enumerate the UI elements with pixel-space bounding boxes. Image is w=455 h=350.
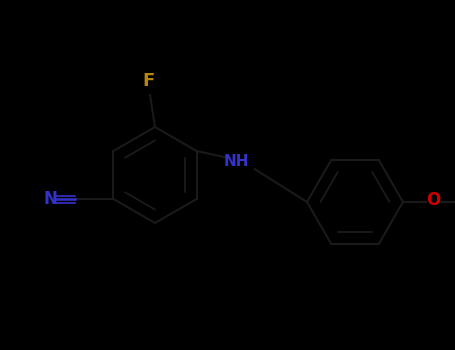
Text: N: N	[44, 190, 57, 208]
Text: O: O	[426, 191, 440, 209]
Text: F: F	[142, 72, 154, 90]
Text: NH: NH	[224, 154, 249, 168]
